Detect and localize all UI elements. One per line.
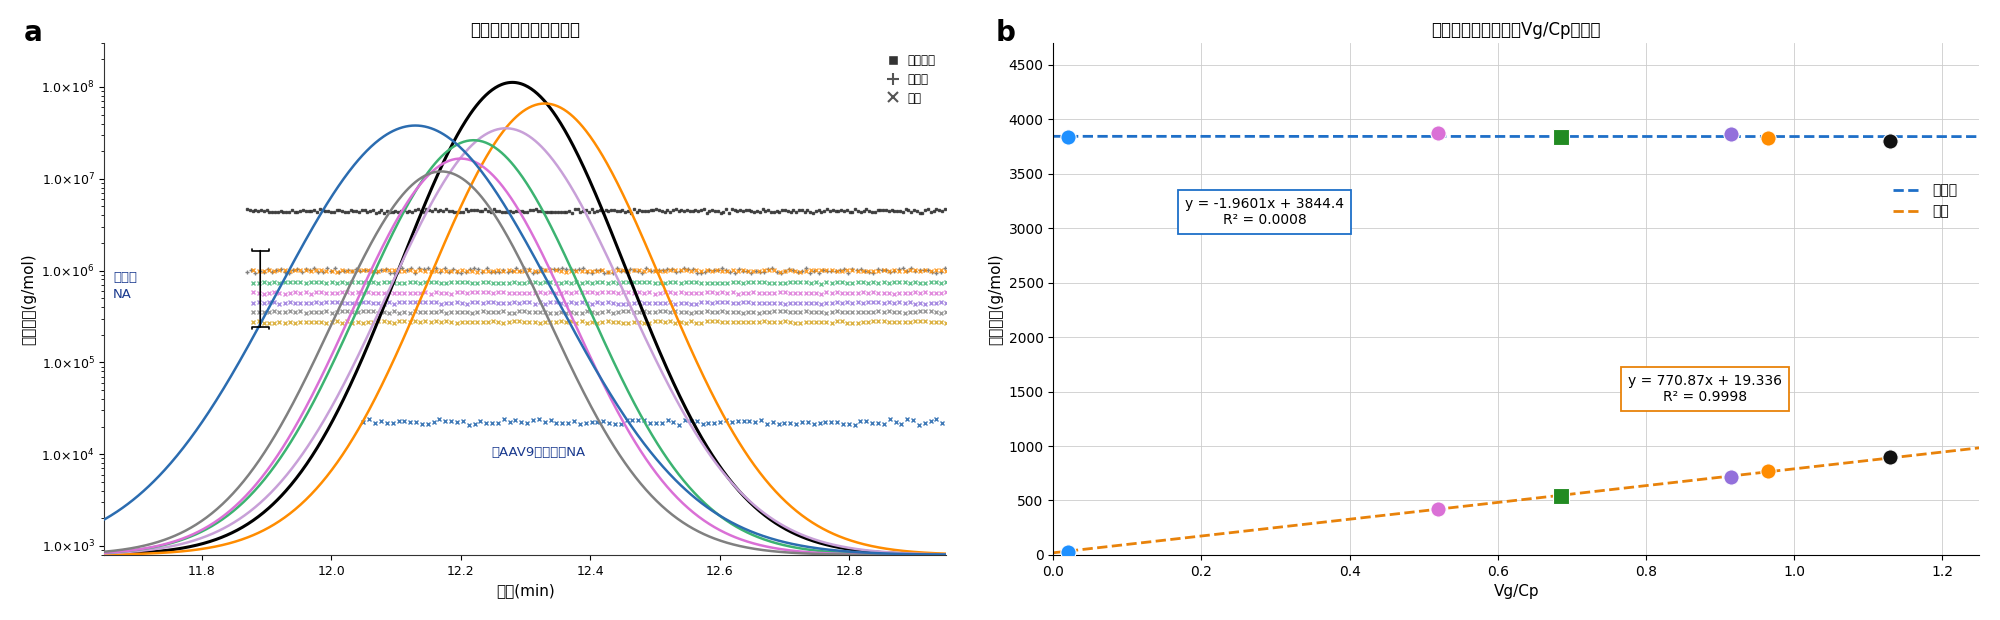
Y-axis label: 摩尔质量(g/mol): 摩尔质量(g/mol) [20, 253, 36, 345]
Text: y = 770.87x + 19.336
R² = 0.9998: y = 770.87x + 19.336 R² = 0.9998 [1628, 374, 1782, 404]
Title: 病毒载体摩尔质量与时间: 病毒载体摩尔质量与时间 [470, 21, 580, 39]
Text: 空AAV9中的残留NA: 空AAV9中的残留NA [492, 446, 586, 459]
Text: a: a [24, 19, 42, 46]
Text: y = -1.9601x + 3844.4
R² = 0.0008: y = -1.9601x + 3844.4 R² = 0.0008 [1184, 197, 1344, 227]
Legend: 完整衣壳, 仅衣壳, 核酸: 完整衣壳, 仅衣壳, 核酸 [880, 49, 940, 109]
Legend: 蛋白质, 核酸: 蛋白质, 核酸 [1888, 178, 1962, 224]
X-axis label: 时间(min): 时间(min) [496, 583, 554, 598]
X-axis label: Vg/Cp: Vg/Cp [1494, 584, 1540, 599]
Text: 基因组
NA: 基因组 NA [112, 271, 136, 301]
Text: b: b [996, 19, 1016, 46]
Y-axis label: 摩尔质量(g/mol): 摩尔质量(g/mol) [988, 253, 1002, 345]
Title: 空衣壳和完整衣壳的Vg/Cp比率图: 空衣壳和完整衣壳的Vg/Cp比率图 [1432, 21, 1600, 39]
